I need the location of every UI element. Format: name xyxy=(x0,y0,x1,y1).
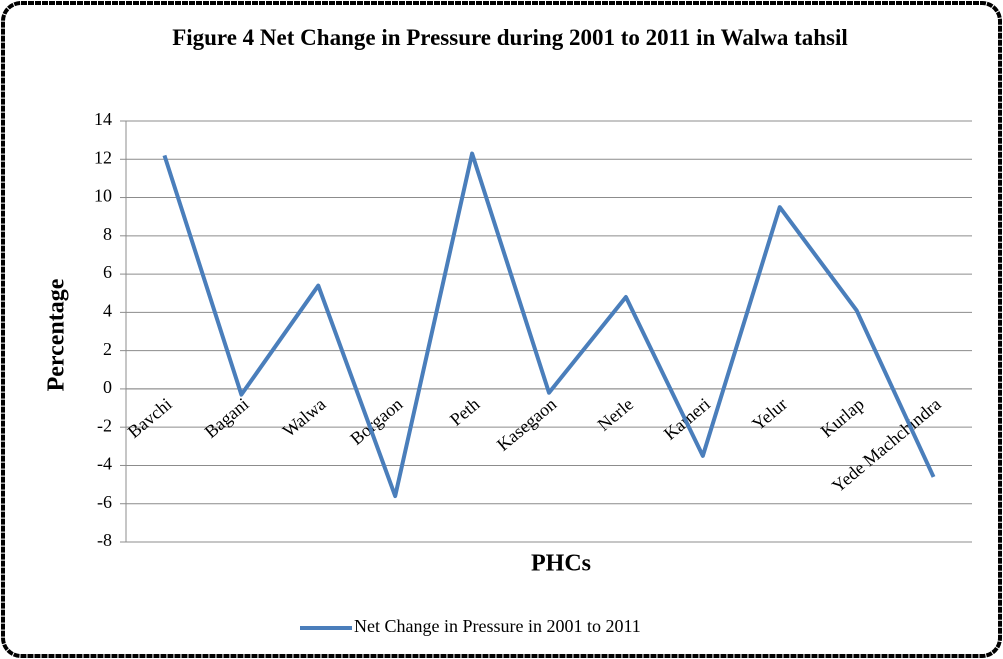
y-tick-label: 0 xyxy=(103,377,112,397)
legend-label: Net Change in Pressure in 2001 to 2011 xyxy=(354,616,641,636)
data-line xyxy=(162,151,936,499)
y-tick-label: -4 xyxy=(97,454,112,474)
chart-title: Figure 4 Net Change in Pressure during 2… xyxy=(172,25,848,50)
y-tick-label: 6 xyxy=(103,262,112,282)
y-tick-label: -8 xyxy=(97,530,112,550)
y-tick-label: 8 xyxy=(103,224,112,244)
y-tick-label: -6 xyxy=(97,492,112,512)
y-tick-label: 4 xyxy=(103,300,112,320)
y-tick-label: 14 xyxy=(94,109,112,129)
y-tick-label: -2 xyxy=(97,415,112,435)
y-tick-label: 2 xyxy=(103,339,112,359)
x-axis-label: PHCs xyxy=(531,551,591,577)
y-tick-label: 10 xyxy=(94,186,112,206)
y-axis-label: Percentage xyxy=(44,278,70,391)
y-tick-label: 12 xyxy=(94,147,112,167)
